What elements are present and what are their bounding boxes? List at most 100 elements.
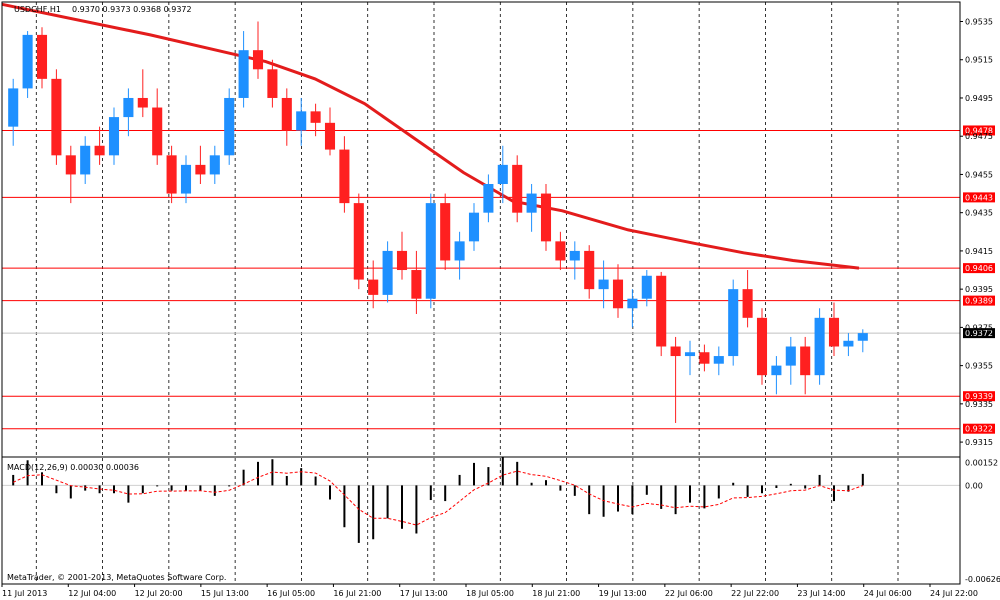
candle-body — [540, 193, 552, 242]
candle-body — [94, 145, 105, 156]
candle-body — [497, 164, 508, 184]
candle-body — [382, 250, 393, 295]
time-tick-label: 12 Jul 20:00 — [135, 589, 183, 598]
macd-bar — [12, 474, 15, 486]
macd-bar — [559, 485, 562, 491]
current-price-label: 0.9372 — [965, 329, 993, 338]
macd-bar — [516, 461, 519, 486]
macd-bar — [789, 483, 792, 486]
macd-bar — [69, 485, 72, 499]
time-tick-label: 22 Jul 22:00 — [731, 589, 779, 598]
candle-body — [771, 365, 782, 376]
macd-bar — [156, 485, 159, 487]
macd-tick-label: 0.00152 — [965, 459, 998, 468]
candles — [8, 21, 868, 423]
time-tick-label: 24 Jul 22:00 — [930, 589, 978, 598]
macd-bar — [127, 485, 130, 503]
macd-label: MACD(12,26,9) 0.00030 0.00036 — [7, 463, 139, 472]
candle-body — [65, 155, 76, 175]
candle-body — [569, 250, 580, 261]
price-tick-label: 0.9495 — [965, 94, 993, 103]
macd-bar — [530, 482, 533, 486]
candle-body — [396, 250, 408, 271]
macd-bar — [401, 485, 403, 529]
macd-bar — [573, 485, 576, 496]
macd-bar — [429, 485, 432, 501]
macd-bar — [689, 485, 691, 503]
macd-signal-line — [12, 470, 863, 526]
macd-bar — [257, 461, 259, 486]
macd-bar — [660, 485, 663, 509]
level-tag — [963, 295, 995, 306]
candle-body — [180, 164, 192, 194]
copyright-label: MetaTrader, © 2001-2013, MetaQuotes Soft… — [7, 573, 226, 582]
candle-body — [584, 250, 595, 290]
macd-bar — [861, 473, 864, 486]
level-label: 0.9339 — [965, 392, 993, 401]
price-tick-label: 0.9315 — [965, 438, 993, 447]
time-tick-label: 18 Jul 21:00 — [532, 589, 580, 598]
price-tick-label: 0.9415 — [965, 247, 993, 256]
price-tick-label: 0.9535 — [965, 18, 993, 27]
macd-bar — [717, 485, 720, 499]
candle-body — [627, 298, 638, 309]
macd-bar — [113, 485, 115, 494]
candle-body — [641, 275, 652, 299]
candle-body — [598, 279, 609, 290]
candle-body — [152, 107, 163, 156]
current-price-tag — [963, 328, 995, 339]
level-label: 0.9478 — [965, 126, 993, 135]
time-tick-label: 23 Jul 14:00 — [797, 589, 845, 598]
macd-bar — [213, 485, 216, 496]
candle-body — [80, 145, 91, 175]
candle-body — [785, 346, 796, 366]
candle-body — [36, 34, 48, 79]
candle-body — [209, 155, 220, 175]
candle-body — [800, 346, 811, 376]
ohlc-label: 0.9370 0.9373 0.9368 0.9372 — [72, 5, 192, 14]
time-tick-label: 17 Jul 13:00 — [400, 589, 448, 598]
time-tick-label: 11 Jul 2013 — [2, 589, 47, 598]
macd-bar — [26, 460, 29, 486]
price-panel-frame — [1, 1, 961, 458]
time-tick-label: 15 Jul 13:00 — [201, 589, 249, 598]
price-tick-label: 0.9435 — [965, 209, 993, 218]
candle-body — [526, 193, 537, 213]
macd-bar — [746, 485, 749, 497]
price-tick-label: 0.9335 — [965, 400, 993, 409]
candle-body — [296, 111, 307, 131]
macd-bar — [84, 485, 87, 491]
candle-body — [454, 241, 465, 261]
candle-body — [411, 270, 422, 299]
candle-body — [224, 97, 235, 156]
candle-body — [252, 50, 264, 70]
candle-body — [828, 317, 840, 347]
horizontal-levels: 0.9478 0.9443 0.9406 0.9389 0.9339 0.9322 0.93… — [2, 125, 995, 434]
macd-bar — [732, 482, 735, 486]
level-label: 0.9406 — [965, 264, 993, 273]
candle-body — [166, 155, 177, 194]
macd-bar — [41, 472, 43, 486]
candle-body — [339, 149, 350, 204]
candle-body — [8, 88, 19, 127]
macd-bar — [804, 485, 807, 489]
candle-body — [555, 241, 566, 261]
macd-bar — [141, 485, 144, 494]
macd-bar — [185, 485, 187, 491]
candle-body — [123, 97, 134, 118]
macd-bar — [386, 485, 389, 519]
time-tick-label: 12 Jul 04:00 — [68, 589, 116, 598]
candle-body — [238, 50, 249, 98]
macd-bar — [242, 469, 245, 486]
macd-bar — [501, 456, 504, 486]
candle-body — [728, 289, 739, 357]
candle-body — [742, 289, 753, 318]
macd-bar — [415, 485, 418, 534]
candle-body — [512, 164, 523, 213]
candle-body — [195, 164, 206, 175]
level-label: 0.9389 — [965, 297, 993, 306]
candle-body — [684, 352, 696, 357]
macd-bar — [761, 485, 763, 494]
